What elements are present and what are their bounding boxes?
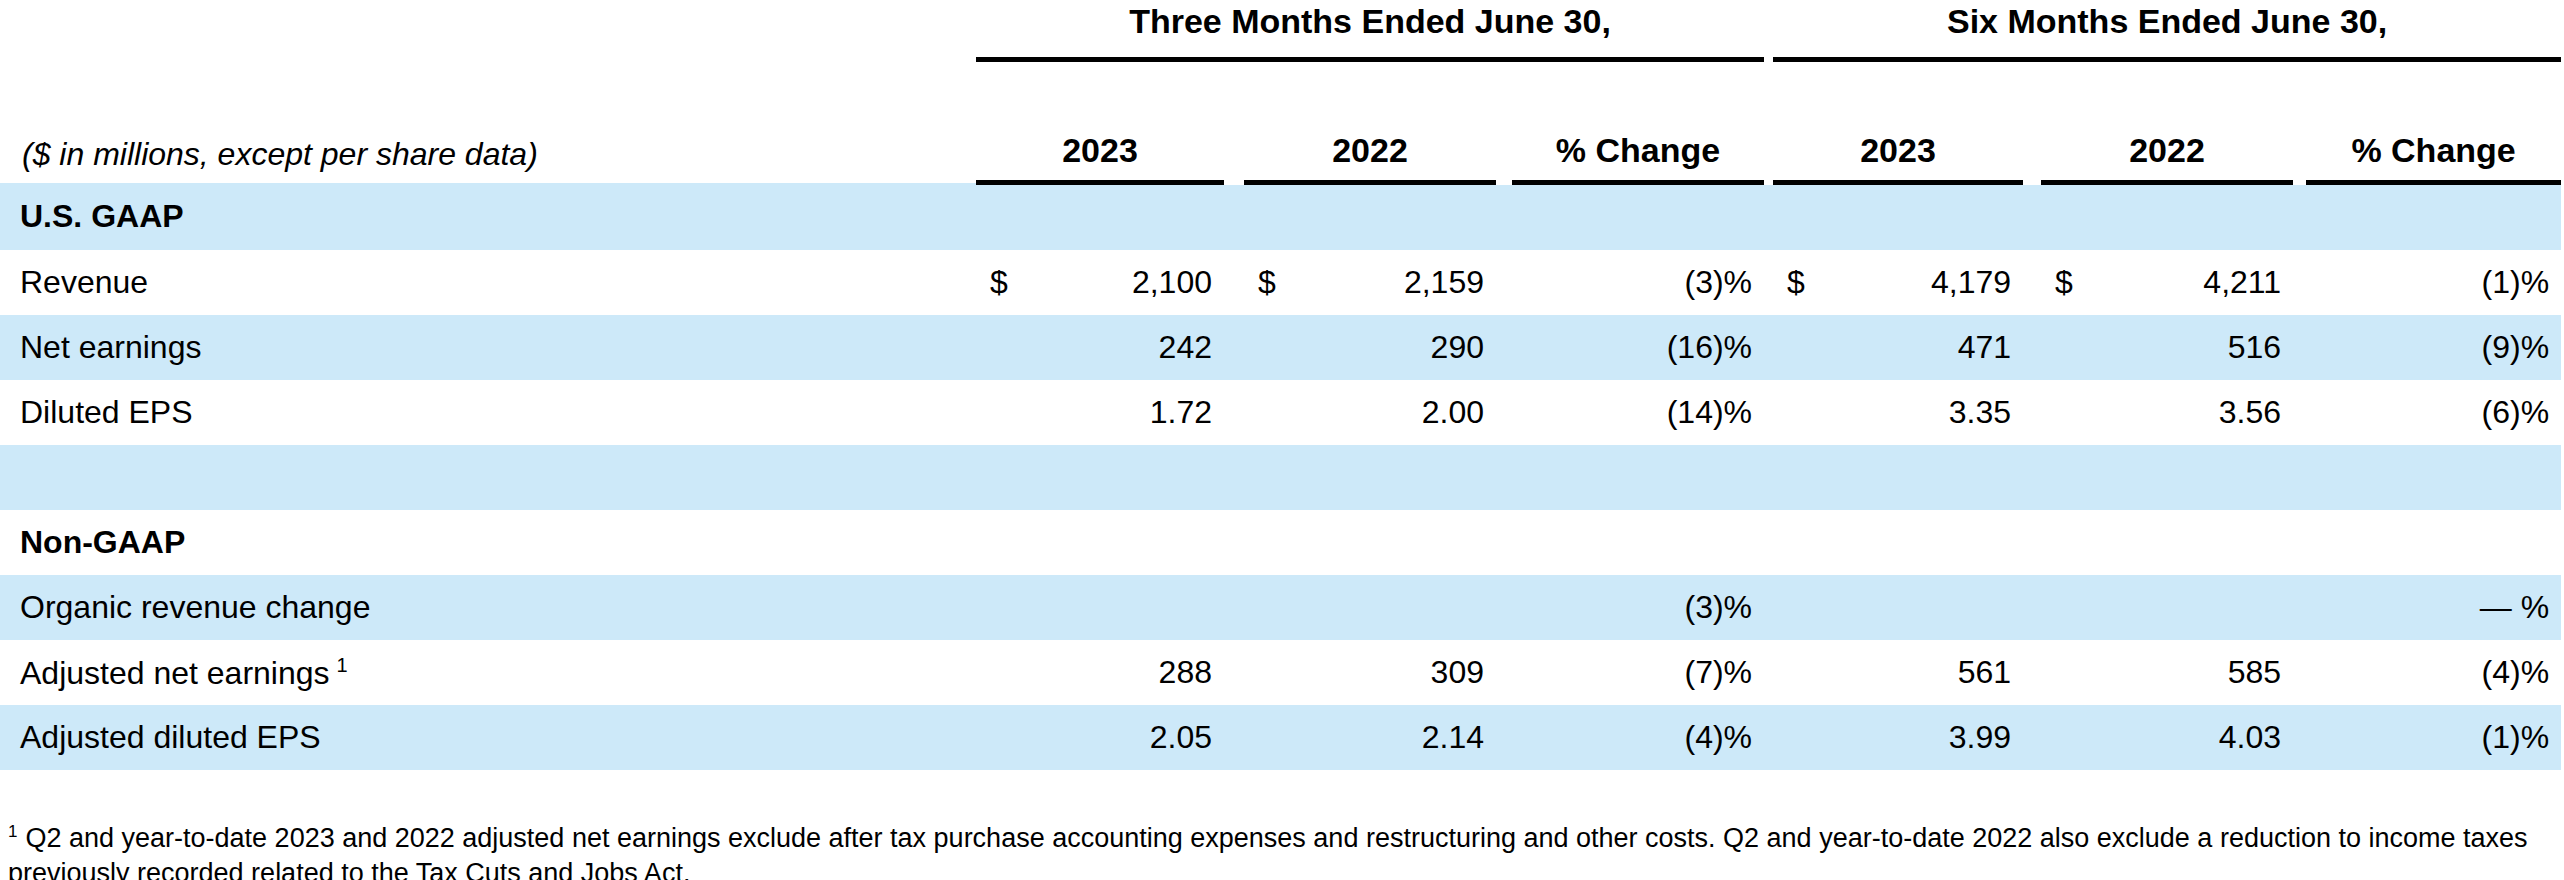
cell-value: 4.03 (2041, 705, 2293, 770)
footnote-marker: 1 (8, 822, 17, 841)
cell-value: 516 (2041, 315, 2293, 380)
cell-pct-change: (6)% (2306, 380, 2561, 445)
footnote: 1Q2 and year-to-date 2023 and 2022 adjus… (0, 814, 2564, 880)
cell-value: 2.05 (976, 705, 1224, 770)
col-gap (2293, 60, 2306, 183)
group-gap (1764, 60, 1773, 183)
row-label: Adjusted diluted EPS (0, 705, 976, 770)
cell-value: $ 4,211 (2041, 250, 2293, 315)
cell-pct-change: (3)% (1512, 575, 1764, 640)
cell-value: $ 2,100 (976, 250, 1224, 315)
cell-value: 3.99 (1773, 705, 2023, 770)
table-row-adjusted-net-earnings: Adjusted net earnings1 288 309 (7)% 561 … (0, 640, 2561, 705)
financial-summary-table: Three Months Ended June 30, Six Months E… (0, 0, 2561, 770)
cell-value: 585 (2041, 640, 2293, 705)
column-header-row: ($ in millions, except per share data) 2… (0, 60, 2561, 183)
cell-value: 561 (1773, 640, 2023, 705)
col-header-3m-pct-change: % Change (1512, 60, 1764, 183)
col-gap (1496, 60, 1512, 183)
section-label: U.S. GAAP (0, 183, 976, 251)
units-note: ($ in millions, except per share data) (0, 60, 976, 183)
table-row-organic-revenue-change: Organic revenue change (3)% — % (0, 575, 2561, 640)
cell-pct-change: (16)% (1512, 315, 1764, 380)
cell-value: 290 (1244, 315, 1496, 380)
col-gap (1224, 60, 1244, 183)
col-header-6m-pct-change: % Change (2306, 60, 2561, 183)
table-row-revenue: Revenue $ 2,100 $ 2,159 (3)% $ 4, (0, 250, 2561, 315)
currency-symbol: $ (1258, 264, 1276, 301)
spacer-row (0, 445, 2561, 510)
financial-summary-page: Three Months Ended June 30, Six Months E… (0, 0, 2564, 880)
col-header-3m-2022: 2022 (1244, 60, 1496, 183)
cell-value: 1.72 (976, 380, 1224, 445)
spacer-cell (0, 0, 976, 60)
row-label: Organic revenue change (0, 575, 976, 640)
cell-pct-change: (4)% (2306, 640, 2561, 705)
cell-pct-change: (14)% (1512, 380, 1764, 445)
cell-pct-change: (4)% (1512, 705, 1764, 770)
footnote-marker: 1 (337, 654, 348, 676)
cell-value: 2.00 (1244, 380, 1496, 445)
amount: 2,100 (1132, 264, 1212, 301)
group-gap (1764, 0, 1773, 60)
table-row-net-earnings: Net earnings 242 290 (16)% 471 516 (9)% (0, 315, 2561, 380)
cell-value: 309 (1244, 640, 1496, 705)
cell-pct-change: (7)% (1512, 640, 1764, 705)
cell-value: 2.14 (1244, 705, 1496, 770)
section-row-non-gaap: Non-GAAP (0, 510, 2561, 575)
row-label: Revenue (0, 250, 976, 315)
col-gap (2023, 60, 2041, 183)
footnote-text: Q2 and year-to-date 2023 and 2022 adjust… (8, 823, 2528, 880)
cell-value: 471 (1773, 315, 2023, 380)
cell-value: 3.35 (1773, 380, 2023, 445)
group-header-row: Three Months Ended June 30, Six Months E… (0, 0, 2561, 60)
group-header-six-months: Six Months Ended June 30, (1773, 0, 2561, 60)
row-label: Adjusted net earnings1 (0, 640, 976, 705)
cell-pct-change: (1)% (2306, 705, 2561, 770)
group-header-three-months: Three Months Ended June 30, (976, 0, 1764, 60)
amount: 4,179 (1931, 264, 2011, 301)
amount: 4,211 (2203, 264, 2281, 301)
currency-symbol: $ (1787, 264, 1805, 301)
currency-symbol: $ (2055, 264, 2073, 301)
cell-value: 3.56 (2041, 380, 2293, 445)
cell-value: $ 4,179 (1773, 250, 2023, 315)
currency-symbol: $ (990, 264, 1008, 301)
table-row-diluted-eps: Diluted EPS 1.72 2.00 (14)% 3.35 3.56 (6… (0, 380, 2561, 445)
cell-pct-change: — % (2306, 575, 2561, 640)
row-label: Net earnings (0, 315, 976, 380)
cell-value: 242 (976, 315, 1224, 380)
section-row-us-gaap: U.S. GAAP (0, 183, 2561, 251)
amount: 2,159 (1404, 264, 1484, 301)
col-header-6m-2023: 2023 (1773, 60, 2023, 183)
col-header-3m-2023: 2023 (976, 60, 1224, 183)
cell-value: $ 2,159 (1244, 250, 1496, 315)
table-row-adjusted-diluted-eps: Adjusted diluted EPS 2.05 2.14 (4)% 3.99… (0, 705, 2561, 770)
section-label: Non-GAAP (0, 510, 976, 575)
cell-value: 288 (976, 640, 1224, 705)
col-header-6m-2022: 2022 (2041, 60, 2293, 183)
cell-pct-change: (3)% (1512, 250, 1764, 315)
row-label: Diluted EPS (0, 380, 976, 445)
cell-pct-change: (1)% (2306, 250, 2561, 315)
cell-pct-change: (9)% (2306, 315, 2561, 380)
